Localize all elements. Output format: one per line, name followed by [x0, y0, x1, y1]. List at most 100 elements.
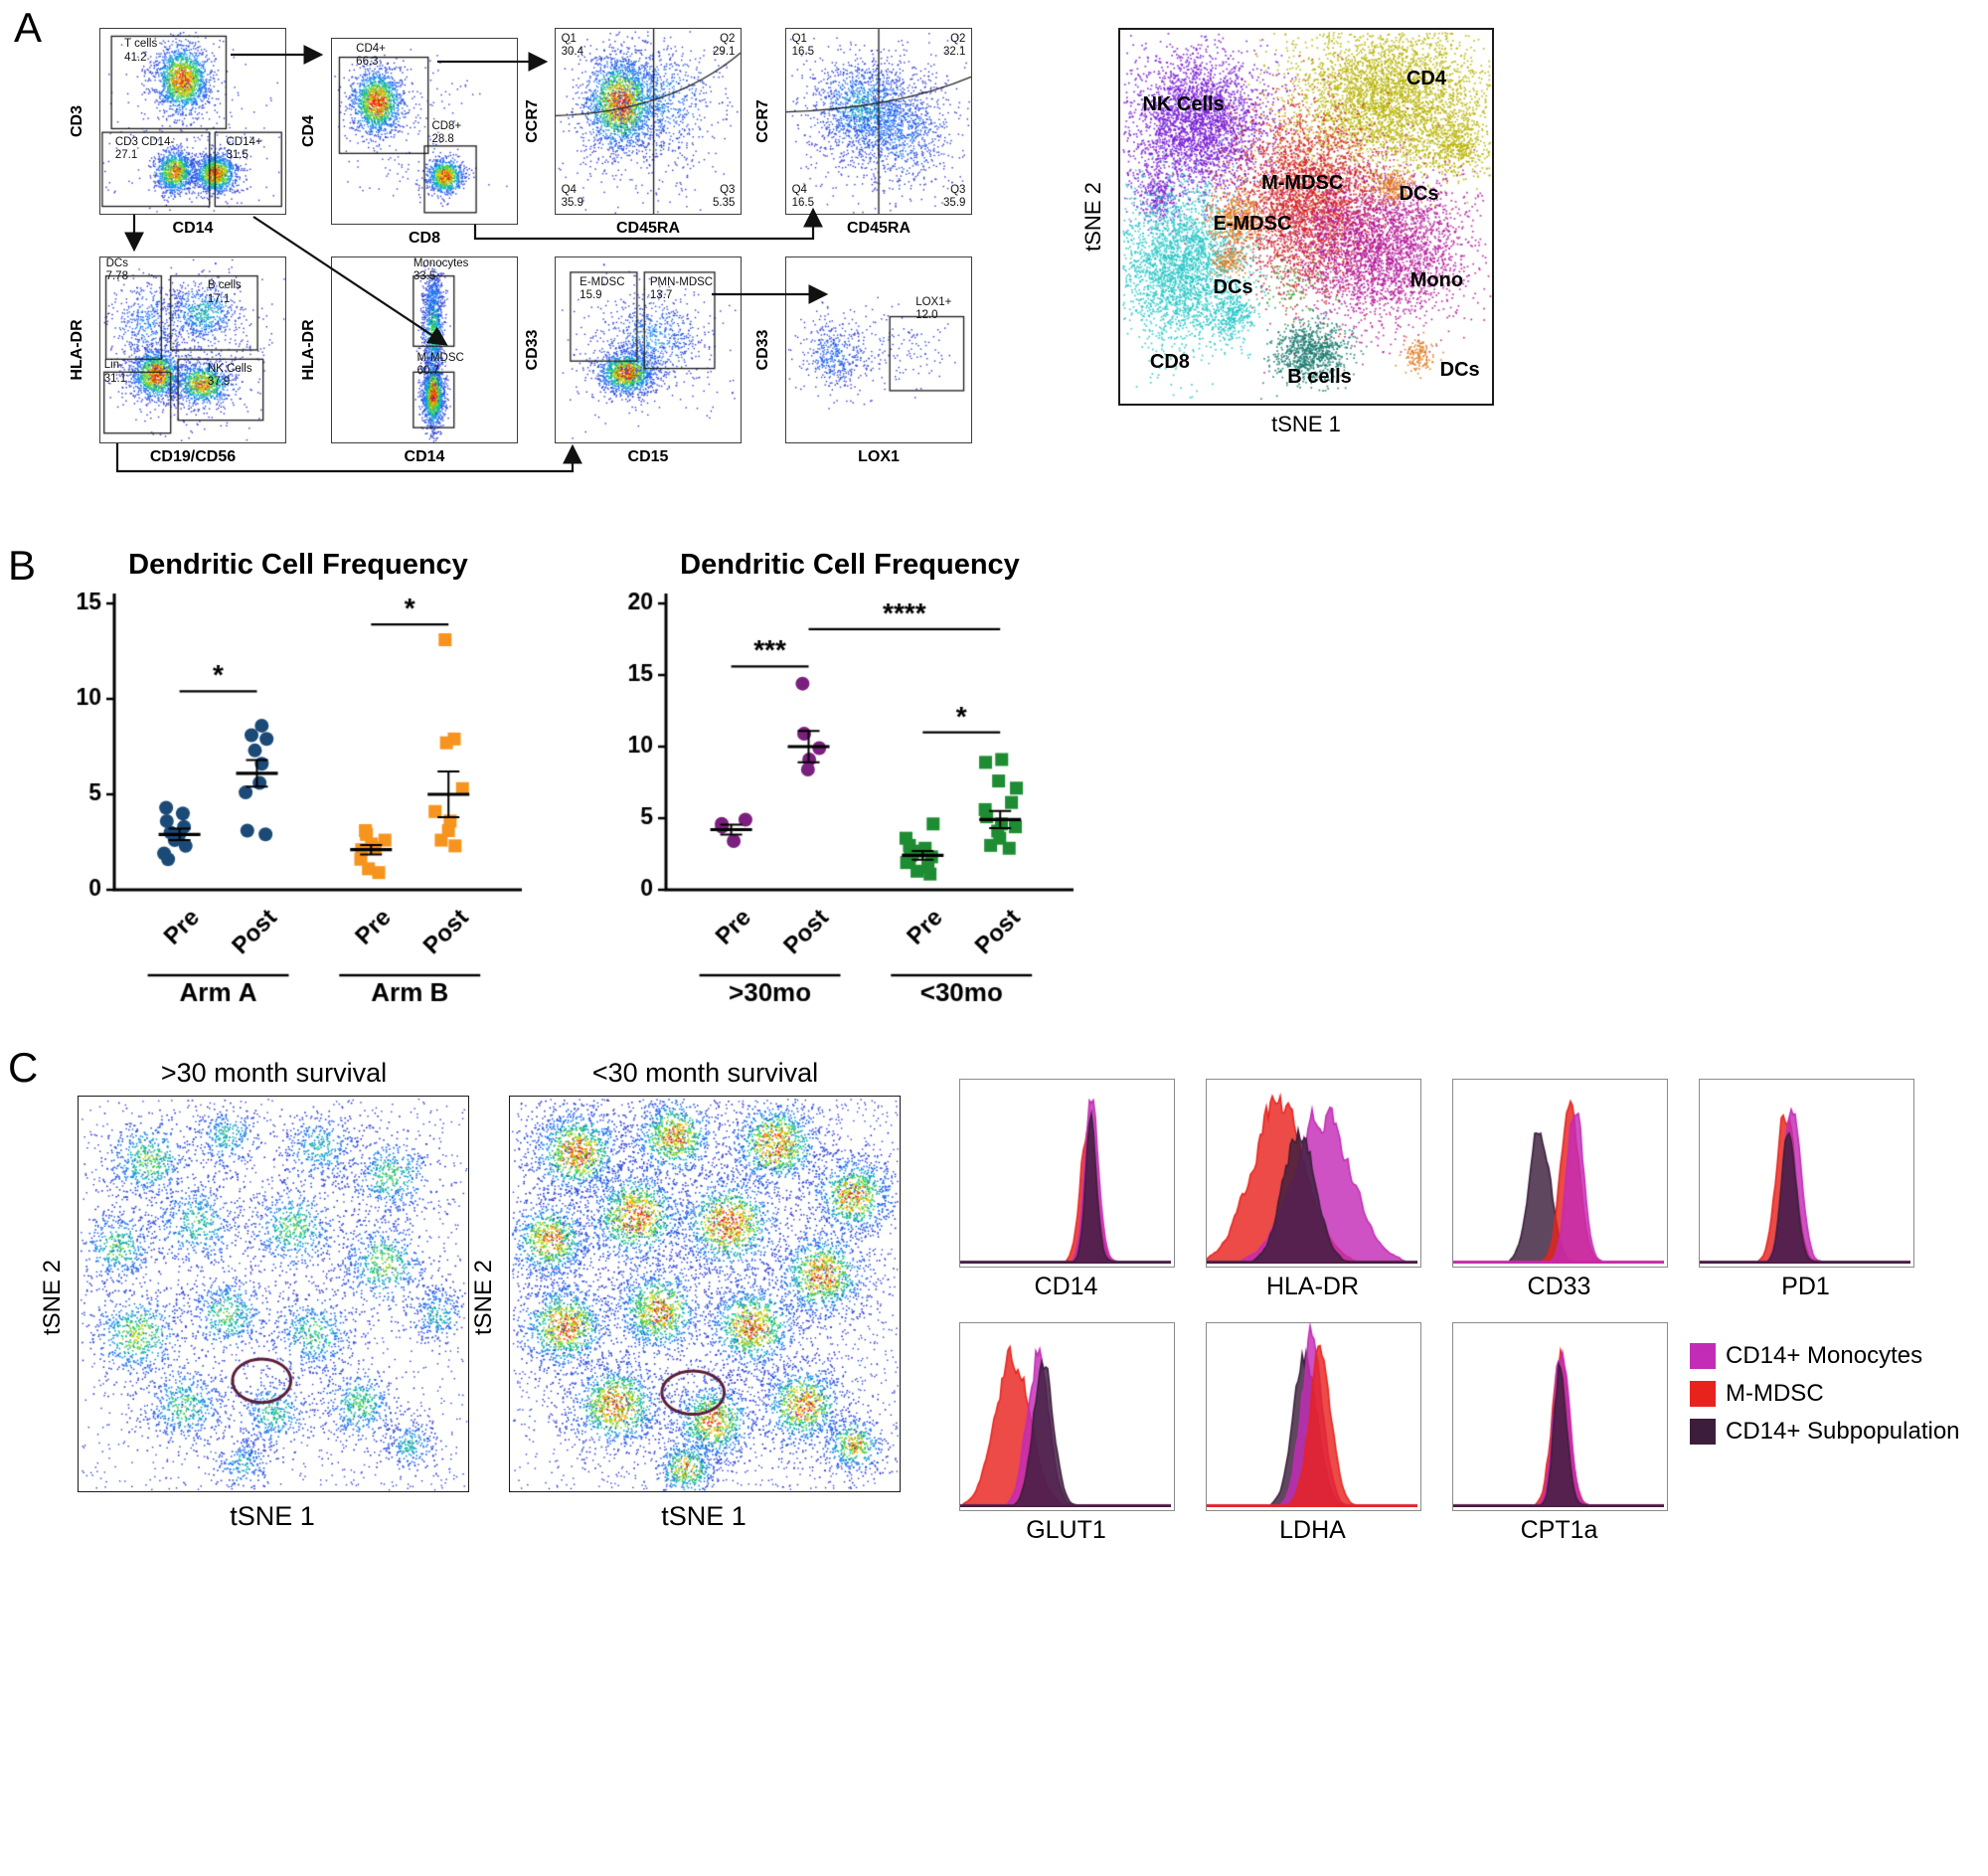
histogram-panel-cd33 [1452, 1079, 1668, 1268]
gate-label-m-mdsc: M-MDSC 60.7 [416, 351, 464, 378]
tsne-density-1-canvas [79, 1097, 468, 1491]
gate-label-monocytes: Monocytes 33.5 [413, 257, 469, 283]
gate-label-q4: Q4 35.9 [561, 184, 583, 210]
histogram-label-ldha: LDHA [1279, 1516, 1346, 1544]
histogram-hladr-canvas [1207, 1080, 1417, 1264]
gate-label-pmn-mdsc: PMN-MDSC 13.7 [649, 275, 714, 301]
gate-label-lin: Lin- 31.1 [103, 359, 127, 385]
tsne-density-2-plot [509, 1096, 901, 1492]
flow-plot-hladr-vs-cd14-canvas [332, 257, 517, 442]
x-axis-label: CD19/CD56 [149, 448, 237, 465]
tsne-overview-canvas [1120, 30, 1492, 404]
flow-plot-hladr-vs-cd19cd56: HLA-DR CD19/CD56 DCs 7.78 B cells 17.1 NK Ce… [69, 256, 286, 465]
tsne-density-1-x-axis-label: tSNE 1 [230, 1501, 315, 1531]
flow-plot-ccr7-vs-cd45ra-cd4: CCR7 CD45RA Q1 30.4 Q2 29.1 Q3 5.35 Q4 35.9 [524, 28, 742, 237]
y-axis-label: CD4 [300, 115, 317, 148]
flow-plot-hladr-vs-cd14: HLA-DR CD14 Monocytes 33.5 M-MDSC 60.7 [300, 256, 518, 465]
histogram-cd14-canvas [960, 1080, 1171, 1264]
tsne-density-1-y-axis-label: tSNE 2 [39, 1259, 66, 1336]
dc-frequency-arm-chart-canvas [60, 582, 537, 1039]
y-axis-label: CD33 [524, 329, 541, 371]
dc-frequency-survival-chart-canvas [611, 582, 1088, 1039]
histogram-label-hladr: HLA-DR [1265, 1273, 1360, 1300]
gate-label-q4: Q4 16.5 [791, 184, 814, 210]
cluster-label-cd8: CD8 [1149, 351, 1190, 374]
histogram-label-cpt1a: CPT1a [1520, 1516, 1598, 1544]
flow-plot-cd33-vs-cd15: CD33 CD15 E-MDSC 15.9 PMN-MDSC 13.7 [524, 256, 742, 465]
gate-label-cd4: CD4+ 66.3 [356, 42, 386, 68]
histogram-label-glut1: GLUT1 [1026, 1516, 1106, 1544]
cluster-label-nk-cells: NK Cells [1142, 92, 1225, 115]
gate-label-cd3-cd14: CD3 CD14- 27.1 [114, 135, 175, 162]
legend-swatch [1690, 1343, 1716, 1369]
histogram-panel-ldha [1206, 1322, 1421, 1511]
gate-label-e-mdsc: E-MDSC 15.9 [580, 275, 625, 301]
legend-item-m-mdsc: M-MDSC [1690, 1380, 1960, 1408]
tsne-overview-plot: NK Cells CD4 M-MDSC DCs E-MDSC Mono DCs CD8 B ce… [1118, 28, 1494, 406]
flow-plot-hladr-vs-cd19cd56-canvas [100, 257, 285, 442]
histogram-panel-hladr [1206, 1079, 1421, 1268]
y-axis-label: HLA-DR [300, 319, 317, 381]
x-axis-label: LOX1 [858, 448, 900, 465]
flow-plot-cd33-vs-lox1-canvas [786, 257, 971, 442]
flow-plot-ccr7-vs-cd45ra-cd8: CCR7 CD45RA Q1 16.5 Q2 32.1 Q3 35.9 Q4 16.5 [754, 28, 972, 237]
histogram-legend: CD14+ Monocytes M-MDSC CD14+ Subpopulation [1690, 1342, 1960, 1455]
gate-label-q2: Q2 32.1 [943, 32, 966, 58]
flow-plot-cd4-vs-cd8: CD4 CD8 CD4+ 66.3 CD8+ 28.8 [300, 38, 518, 247]
flow-plot-cd33-vs-cd15-canvas [556, 257, 741, 442]
x-axis-label: CD8 [408, 230, 440, 247]
gate-label-q1: Q1 30.4 [561, 32, 583, 58]
gate-label-q1: Q1 16.5 [791, 32, 814, 58]
legend-item-cd14-subpopulation: CD14+ Subpopulation [1690, 1418, 1960, 1446]
flow-plot-cd33-vs-lox1: CD33 LOX1 LOX1+ 12.0 [754, 256, 972, 465]
panel-c-label: C [8, 1044, 39, 1091]
cluster-label-b-cells: B cells [1287, 366, 1352, 389]
tsne-density-2-x-axis-label: tSNE 1 [661, 1501, 746, 1531]
flow-plot-cd4-vs-cd8-canvas [332, 39, 517, 224]
panel-a-label: A [14, 4, 43, 51]
histogram-panel-glut1 [959, 1322, 1175, 1511]
x-axis-label: CD45RA [615, 220, 680, 237]
tsne-density-1-title: >30 month survival [160, 1058, 388, 1088]
gate-label-cd8: CD8+ 28.8 [431, 119, 462, 146]
flow-plot-cd3-vs-cd14: CD3 CD14 T cells 41.2 CD3 CD14- 27.1 CD14+ 31… [69, 28, 286, 237]
legend-label: CD14+ Monocytes [1726, 1342, 1923, 1369]
histogram-pd1-canvas [1700, 1080, 1910, 1264]
gate-label-q3: Q3 5.35 [713, 184, 736, 210]
gate-label-q3: Q3 35.9 [943, 184, 966, 210]
tsne-density-2-canvas [510, 1097, 900, 1491]
cluster-label-dcs: DCs [1399, 183, 1439, 206]
histogram-glut1-canvas [960, 1323, 1171, 1507]
gate-label-t-cells: T cells 41.2 [124, 38, 158, 64]
gate-label-cd14: CD14+ 31.5 [226, 135, 262, 162]
gate-label-nk-cells: NK Cells 37.9 [207, 363, 252, 389]
cluster-label-cd4: CD4 [1406, 67, 1446, 89]
x-axis-label: CD15 [627, 448, 669, 465]
legend-swatch [1690, 1419, 1716, 1445]
histogram-panel-cd14 [959, 1079, 1175, 1268]
histogram-panel-pd1 [1699, 1079, 1914, 1268]
panel-b-label: B [8, 542, 37, 589]
cluster-label-dcs: DCs [1439, 358, 1480, 381]
flow-plot-cd3-vs-cd14-canvas [100, 29, 285, 214]
histogram-cd33-canvas [1453, 1080, 1664, 1264]
legend-label: M-MDSC [1726, 1380, 1824, 1407]
y-axis-label: CCR7 [524, 99, 541, 143]
tsne-overview-x-axis-label: tSNE 1 [1271, 412, 1341, 436]
x-axis-label: CD14 [404, 448, 445, 465]
legend-swatch [1690, 1381, 1716, 1407]
tsne-density-2-y-axis-label: tSNE 2 [470, 1259, 497, 1336]
histogram-label-cd33: CD33 [1527, 1273, 1591, 1300]
y-axis-label: HLA-DR [69, 319, 85, 381]
flow-plot-ccr7-vs-cd45ra-cd8-canvas [786, 29, 971, 214]
histogram-label-cd14: CD14 [1034, 1273, 1098, 1300]
dc-frequency-survival-chart-title: Dendritic Cell Frequency [680, 549, 1020, 581]
gate-label-q2: Q2 29.1 [713, 32, 736, 58]
y-axis-label: CD3 [69, 105, 85, 138]
cluster-label-e-mdsc: E-MDSC [1213, 213, 1292, 236]
gate-label-lox1: LOX1+ 12.0 [915, 296, 952, 322]
gate-label-b-cells: B cells 17.1 [207, 279, 242, 305]
dc-frequency-arm-chart-title: Dendritic Cell Frequency [128, 549, 468, 581]
x-axis-label: CD14 [172, 220, 214, 237]
tsne-density-1-plot [78, 1096, 469, 1492]
